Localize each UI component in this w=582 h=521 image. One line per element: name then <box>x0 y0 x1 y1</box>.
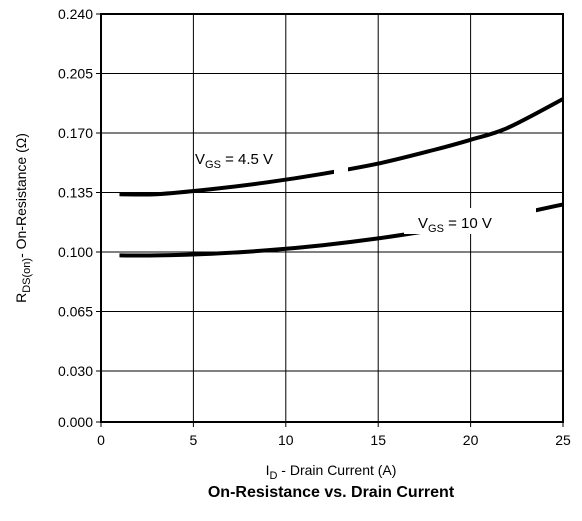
series-1-line <box>119 97 564 197</box>
y-ticks: 0.000 0.030 0.065 0.100 0.135 0.170 0.205 0.240 <box>58 6 101 430</box>
y-tick-label: 0.100 <box>58 244 93 260</box>
x-tick-label: 15 <box>370 432 386 448</box>
x-tick-label: 25 <box>555 432 571 448</box>
x-tick-label: 20 <box>463 432 479 448</box>
y-tick-label: 0.065 <box>58 304 93 320</box>
y-tick-label: 0.205 <box>58 66 93 82</box>
x-tick-label: 10 <box>278 432 294 448</box>
chart-title: On-Resistance vs. Drain Current <box>208 484 455 501</box>
x-axis-title: ID - Drain Current (A) <box>266 462 397 482</box>
y-tick-label: 0.030 <box>58 363 93 379</box>
y-tick-label: 0.000 <box>58 414 93 430</box>
y-tick-label: 0.170 <box>58 125 93 141</box>
plot-frame <box>100 13 564 423</box>
series-1-label-gap <box>334 158 348 184</box>
series-2-label-gap <box>404 208 536 234</box>
x-tick-label: 5 <box>190 432 198 448</box>
series-1-label: VGS = 4.5 V <box>195 151 273 171</box>
x-tick-label: 0 <box>97 432 105 448</box>
x-ticks: 0 5 10 15 20 25 <box>97 422 571 448</box>
series-2-label: VGS = 10 V <box>418 215 492 235</box>
y-tick-label: 0.135 <box>58 185 93 201</box>
y-axis-title: RDS(on)- On-Resistance (Ω) <box>13 133 33 303</box>
y-tick-label: 0.240 <box>58 6 93 22</box>
